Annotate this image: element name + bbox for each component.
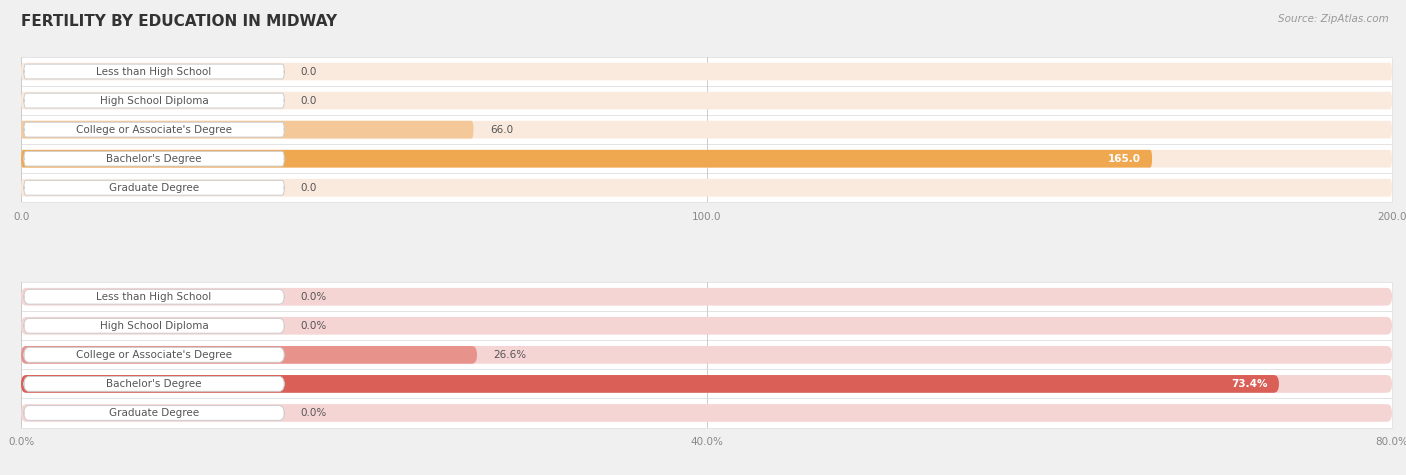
Text: High School Diploma: High School Diploma bbox=[100, 95, 208, 105]
FancyBboxPatch shape bbox=[21, 63, 1392, 80]
Text: 0.0: 0.0 bbox=[301, 95, 318, 105]
FancyBboxPatch shape bbox=[21, 340, 1392, 370]
FancyBboxPatch shape bbox=[21, 346, 1392, 364]
FancyBboxPatch shape bbox=[21, 375, 1392, 393]
FancyBboxPatch shape bbox=[24, 377, 284, 391]
FancyBboxPatch shape bbox=[24, 64, 284, 79]
Text: Source: ZipAtlas.com: Source: ZipAtlas.com bbox=[1278, 14, 1389, 24]
FancyBboxPatch shape bbox=[21, 399, 1392, 428]
Text: College or Associate's Degree: College or Associate's Degree bbox=[76, 124, 232, 134]
FancyBboxPatch shape bbox=[21, 311, 1392, 340]
FancyBboxPatch shape bbox=[21, 179, 1392, 197]
Text: Graduate Degree: Graduate Degree bbox=[110, 183, 200, 193]
FancyBboxPatch shape bbox=[24, 152, 284, 166]
FancyBboxPatch shape bbox=[24, 406, 284, 420]
Text: 66.0: 66.0 bbox=[489, 124, 513, 134]
Text: 73.4%: 73.4% bbox=[1232, 379, 1268, 389]
FancyBboxPatch shape bbox=[24, 318, 284, 333]
FancyBboxPatch shape bbox=[21, 288, 1392, 305]
Text: 0.0%: 0.0% bbox=[301, 292, 328, 302]
FancyBboxPatch shape bbox=[21, 121, 1392, 139]
FancyBboxPatch shape bbox=[24, 289, 284, 304]
FancyBboxPatch shape bbox=[24, 93, 284, 108]
Text: 165.0: 165.0 bbox=[1108, 154, 1142, 164]
Text: Less than High School: Less than High School bbox=[97, 66, 212, 76]
FancyBboxPatch shape bbox=[21, 86, 1392, 115]
FancyBboxPatch shape bbox=[21, 173, 1392, 202]
FancyBboxPatch shape bbox=[21, 150, 1152, 168]
FancyBboxPatch shape bbox=[24, 180, 284, 195]
FancyBboxPatch shape bbox=[21, 317, 1392, 335]
FancyBboxPatch shape bbox=[21, 282, 1392, 311]
Text: FERTILITY BY EDUCATION IN MIDWAY: FERTILITY BY EDUCATION IN MIDWAY bbox=[21, 14, 337, 29]
FancyBboxPatch shape bbox=[21, 121, 474, 139]
FancyBboxPatch shape bbox=[21, 404, 1392, 422]
FancyBboxPatch shape bbox=[24, 122, 284, 137]
FancyBboxPatch shape bbox=[21, 92, 1392, 109]
Text: High School Diploma: High School Diploma bbox=[100, 321, 208, 331]
FancyBboxPatch shape bbox=[21, 375, 1279, 393]
FancyBboxPatch shape bbox=[24, 347, 284, 362]
FancyBboxPatch shape bbox=[21, 115, 1392, 144]
Text: 0.0: 0.0 bbox=[301, 66, 318, 76]
Text: Less than High School: Less than High School bbox=[97, 292, 212, 302]
Text: 0.0: 0.0 bbox=[301, 183, 318, 193]
FancyBboxPatch shape bbox=[21, 57, 1392, 86]
Text: College or Associate's Degree: College or Associate's Degree bbox=[76, 350, 232, 360]
FancyBboxPatch shape bbox=[21, 370, 1392, 399]
FancyBboxPatch shape bbox=[21, 346, 477, 364]
Text: 26.6%: 26.6% bbox=[494, 350, 526, 360]
Text: 0.0%: 0.0% bbox=[301, 321, 328, 331]
Text: Bachelor's Degree: Bachelor's Degree bbox=[107, 379, 202, 389]
FancyBboxPatch shape bbox=[21, 150, 1392, 168]
Text: Graduate Degree: Graduate Degree bbox=[110, 408, 200, 418]
Text: 0.0%: 0.0% bbox=[301, 408, 328, 418]
FancyBboxPatch shape bbox=[21, 144, 1392, 173]
Text: Bachelor's Degree: Bachelor's Degree bbox=[107, 154, 202, 164]
